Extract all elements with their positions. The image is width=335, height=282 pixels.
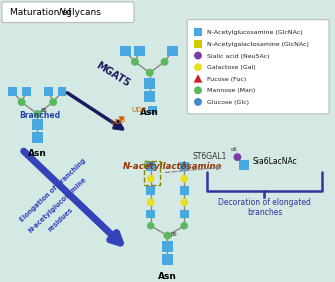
Text: UDP: UDP: [110, 119, 126, 125]
Circle shape: [180, 175, 188, 183]
Text: residues: residues: [48, 206, 75, 233]
Text: UDP-: UDP-: [131, 107, 149, 113]
Circle shape: [180, 198, 188, 206]
Bar: [144, 161, 159, 184]
Text: Sialic acid (Neu5Ac): Sialic acid (Neu5Ac): [207, 54, 269, 59]
Text: Asn: Asn: [140, 108, 159, 117]
Bar: [162, 254, 173, 265]
Text: Galactose (Gal): Galactose (Gal): [207, 65, 256, 70]
Bar: [148, 105, 157, 114]
Text: α6: α6: [230, 147, 237, 152]
Text: branches: branches: [247, 208, 282, 217]
Text: N-acetyllactosamine: N-acetyllactosamine: [123, 162, 222, 171]
Bar: [44, 87, 53, 96]
Text: Decoration of elongated: Decoration of elongated: [218, 198, 311, 207]
Text: Elongation of branching: Elongation of branching: [19, 157, 87, 223]
Circle shape: [147, 175, 155, 183]
Text: N-Acetylglucosamine (GlcNAc): N-Acetylglucosamine (GlcNAc): [207, 30, 303, 35]
Circle shape: [160, 58, 169, 66]
Bar: [146, 186, 155, 195]
Text: N-acetylglucosamine: N-acetylglucosamine: [27, 176, 87, 234]
Bar: [58, 87, 66, 96]
Text: ST6GAL1: ST6GAL1: [192, 152, 226, 161]
Text: Sia6LacNAc: Sia6LacNAc: [252, 157, 297, 166]
Circle shape: [49, 98, 57, 106]
Text: Fucose (Fuc): Fucose (Fuc): [207, 77, 246, 82]
Bar: [144, 78, 155, 89]
Text: Maturation of: Maturation of: [10, 8, 74, 17]
Circle shape: [147, 222, 154, 230]
Bar: [180, 210, 189, 219]
Circle shape: [233, 153, 241, 161]
Text: -glycans: -glycans: [64, 8, 102, 17]
Circle shape: [194, 98, 202, 106]
Bar: [8, 87, 17, 96]
Bar: [22, 87, 31, 96]
Text: N: N: [59, 8, 66, 17]
Text: Mannose (Man): Mannose (Man): [207, 88, 255, 93]
Bar: [240, 160, 249, 170]
Text: Asn: Asn: [158, 272, 177, 281]
Bar: [146, 162, 155, 171]
Circle shape: [34, 110, 42, 118]
Text: β6: β6: [41, 108, 47, 113]
Bar: [162, 241, 173, 252]
Bar: [32, 119, 43, 130]
Circle shape: [181, 222, 188, 230]
Text: β6: β6: [171, 232, 177, 237]
Bar: [134, 46, 145, 56]
Bar: [146, 210, 155, 219]
Bar: [194, 28, 202, 36]
Bar: [144, 91, 155, 102]
Bar: [120, 46, 131, 56]
Bar: [194, 40, 202, 48]
Text: MGAT5: MGAT5: [93, 60, 131, 88]
Circle shape: [194, 52, 202, 60]
Circle shape: [194, 63, 202, 71]
Bar: [167, 46, 178, 56]
Bar: [32, 132, 43, 143]
FancyBboxPatch shape: [2, 2, 134, 23]
Text: Glucose (Glc): Glucose (Glc): [207, 100, 249, 105]
Circle shape: [147, 198, 155, 206]
Bar: [180, 186, 189, 195]
Polygon shape: [194, 74, 202, 83]
Circle shape: [18, 98, 25, 106]
Circle shape: [146, 69, 154, 77]
Circle shape: [131, 58, 139, 66]
Text: N-Acetylgalactosamine (GlcNAc): N-Acetylgalactosamine (GlcNAc): [207, 42, 309, 47]
Text: Asn: Asn: [28, 149, 47, 158]
Circle shape: [163, 232, 172, 239]
Text: Branched: Branched: [20, 111, 61, 120]
Circle shape: [194, 86, 202, 94]
FancyBboxPatch shape: [187, 20, 329, 114]
Bar: [180, 162, 189, 171]
